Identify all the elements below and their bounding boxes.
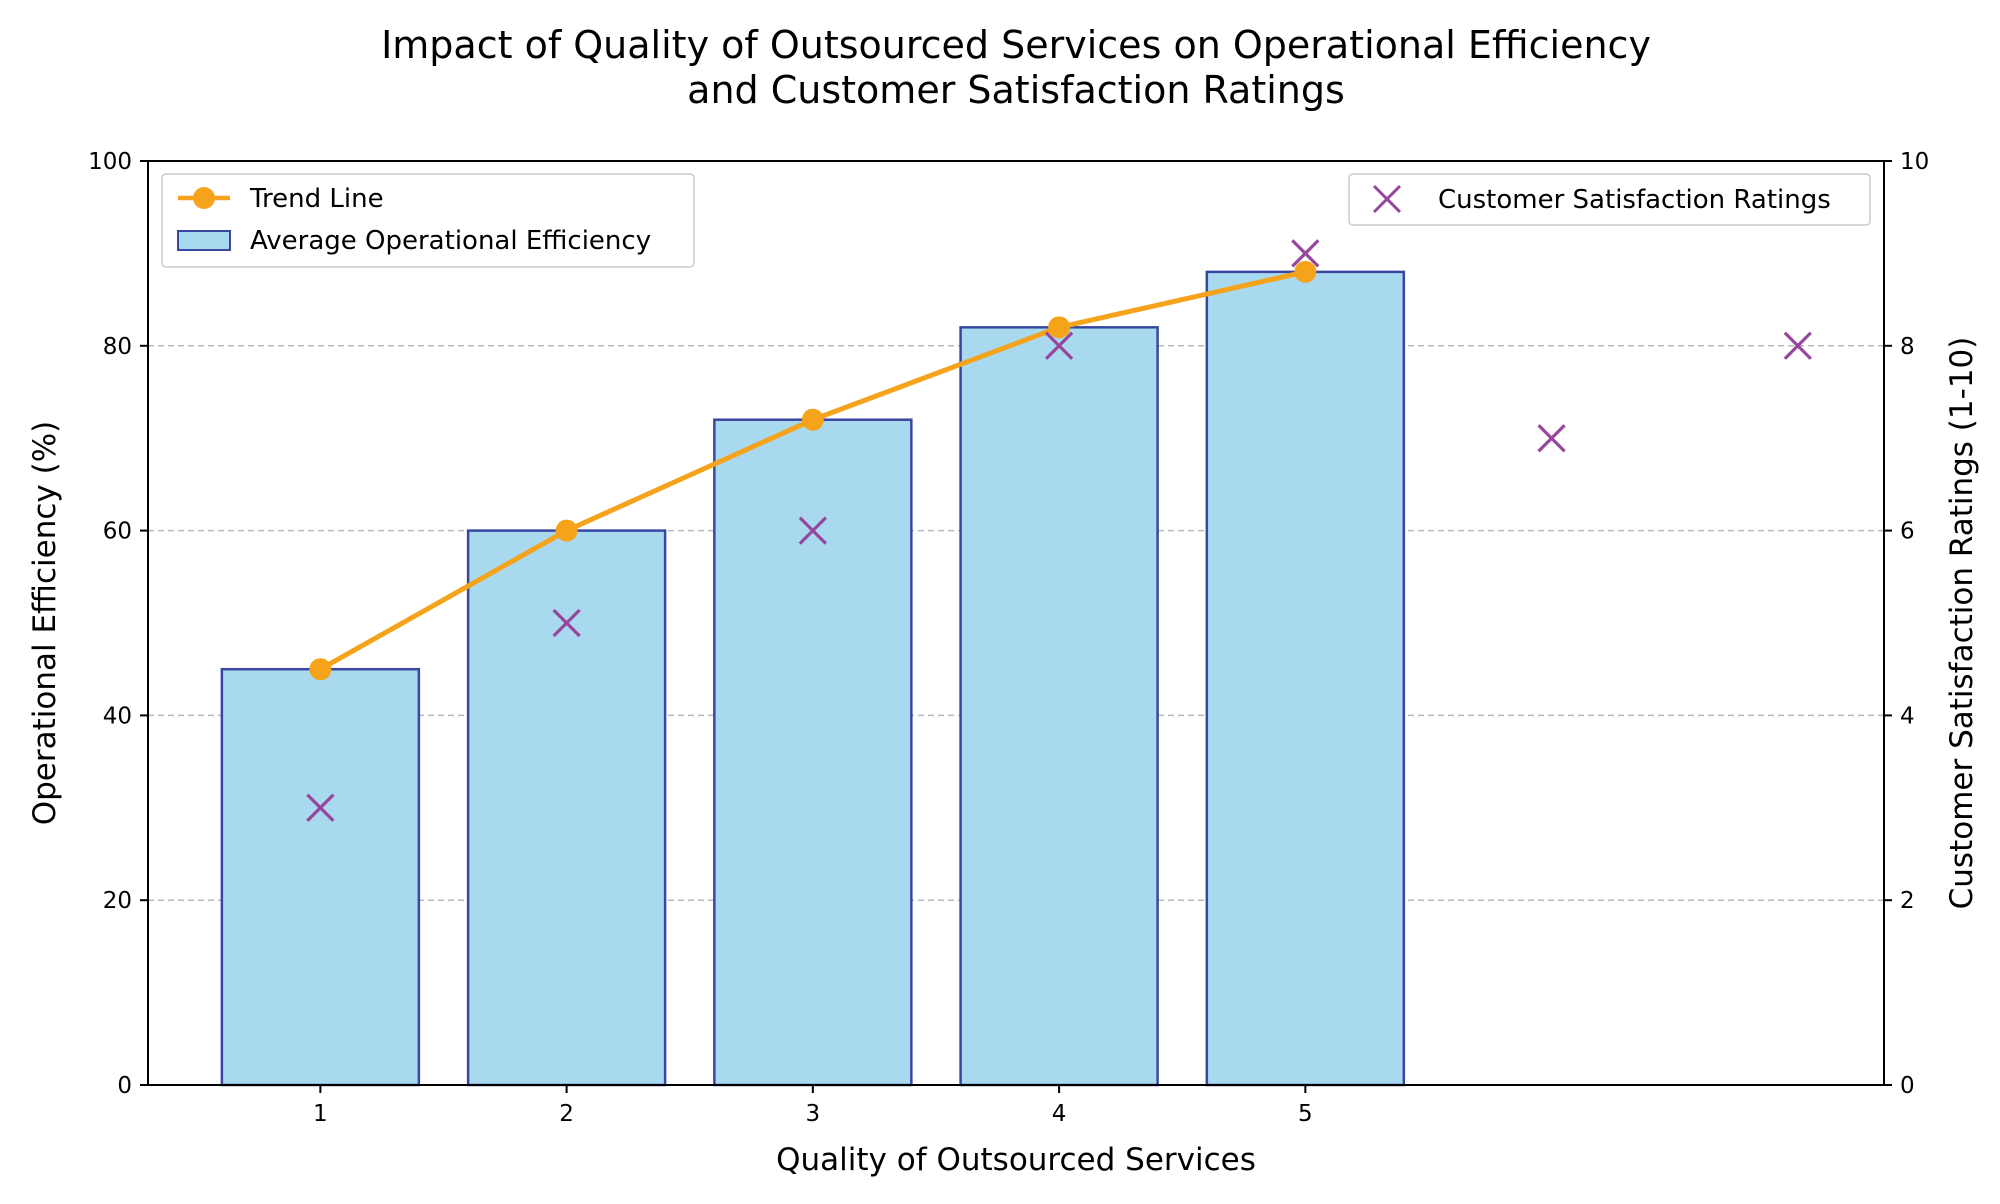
plot-frame xyxy=(147,160,1885,1086)
chart-title-line-1: Impact of Quality of Outsourced Services… xyxy=(381,23,1651,67)
y-tick-label-left-4: 80 xyxy=(103,334,132,360)
x-tick-label-1: 2 xyxy=(559,1101,574,1127)
trend-line-point-4 xyxy=(1294,260,1317,283)
bar-4 xyxy=(1205,270,1406,1087)
satisfaction-point-0 xyxy=(306,793,335,822)
satisfaction-point-0-stroke-b xyxy=(306,793,335,822)
legend-scatter-label: Customer Satisfaction Ratings xyxy=(1438,185,1831,215)
trend-line-point-0 xyxy=(309,658,332,681)
satisfaction-point-2-stroke-b xyxy=(798,516,827,545)
legend-bar-label: Average Operational Efficiency xyxy=(250,226,651,256)
satisfaction-point-4-stroke-b xyxy=(1291,239,1320,268)
satisfaction-point-6 xyxy=(1783,331,1812,360)
y-tick-label-left-1: 20 xyxy=(103,888,132,914)
satisfaction-point-1-stroke-b xyxy=(552,608,581,638)
legend-right-frame xyxy=(1348,173,1871,226)
satisfaction-point-1 xyxy=(552,608,581,638)
y-tick-label-left-3: 60 xyxy=(103,519,132,545)
chart-title-line-2: and Customer Satisfaction Ratings xyxy=(687,68,1345,112)
bar-1 xyxy=(466,529,667,1087)
trend-line-point-1 xyxy=(555,519,578,542)
legend-trend-line-marker xyxy=(193,187,215,209)
x-tick-label-0: 1 xyxy=(313,1101,328,1127)
satisfaction-point-4 xyxy=(1291,239,1320,268)
x-tick-label-3: 4 xyxy=(1052,1101,1067,1127)
y-tick-label-right-5: 10 xyxy=(1900,149,1929,175)
satisfaction-point-2 xyxy=(798,516,827,545)
trend-line-point-2 xyxy=(801,408,824,431)
legend-bar-swatch xyxy=(177,230,231,251)
bar-2 xyxy=(713,418,913,1087)
x-tick-label-4: 5 xyxy=(1298,1101,1313,1127)
satisfaction-point-5 xyxy=(1537,424,1566,453)
bar-series xyxy=(220,270,1406,1087)
y-tick-label-left-2: 40 xyxy=(103,703,132,729)
satisfaction-point-3-stroke-b xyxy=(1044,331,1074,360)
trend-line-point-3 xyxy=(1048,316,1071,339)
x-axis-title: Quality of Outsourced Services xyxy=(776,1142,1256,1178)
y-tick-label-right-3: 6 xyxy=(1900,519,1915,545)
legend-trend-line-label: Trend Line xyxy=(249,184,384,214)
y-tick-label-left-5: 100 xyxy=(88,149,132,175)
y-axis-title-right: Customer Satisfaction Ratings (1-10) xyxy=(1944,337,1980,910)
legend-left-frame xyxy=(161,173,695,268)
legend-right: Customer Satisfaction Ratings xyxy=(1348,173,1871,226)
bar-3 xyxy=(959,326,1159,1087)
y-tick-label-right-0: 0 xyxy=(1900,1073,1915,1099)
y-axis-title-left: Operational Efficiency (%) xyxy=(27,421,63,826)
legend-scatter-marker-b xyxy=(1372,184,1402,214)
satisfaction-point-5-stroke-b xyxy=(1537,424,1566,453)
x-tick-label-2: 3 xyxy=(806,1101,821,1127)
satisfaction-point-6-stroke-b xyxy=(1783,331,1812,360)
satisfaction-point-3 xyxy=(1044,331,1074,360)
legend-left: Trend Line Average Operational Efficienc… xyxy=(161,173,695,268)
y-tick-label-right-1: 2 xyxy=(1900,888,1915,914)
y-tick-label-right-2: 4 xyxy=(1900,703,1915,729)
y-tick-label-right-4: 8 xyxy=(1900,334,1915,360)
y-tick-label-left-0: 0 xyxy=(117,1073,132,1099)
satisfaction-scatter-series xyxy=(306,239,1812,822)
bar-0 xyxy=(220,667,421,1087)
trend-line-series xyxy=(309,260,1317,681)
